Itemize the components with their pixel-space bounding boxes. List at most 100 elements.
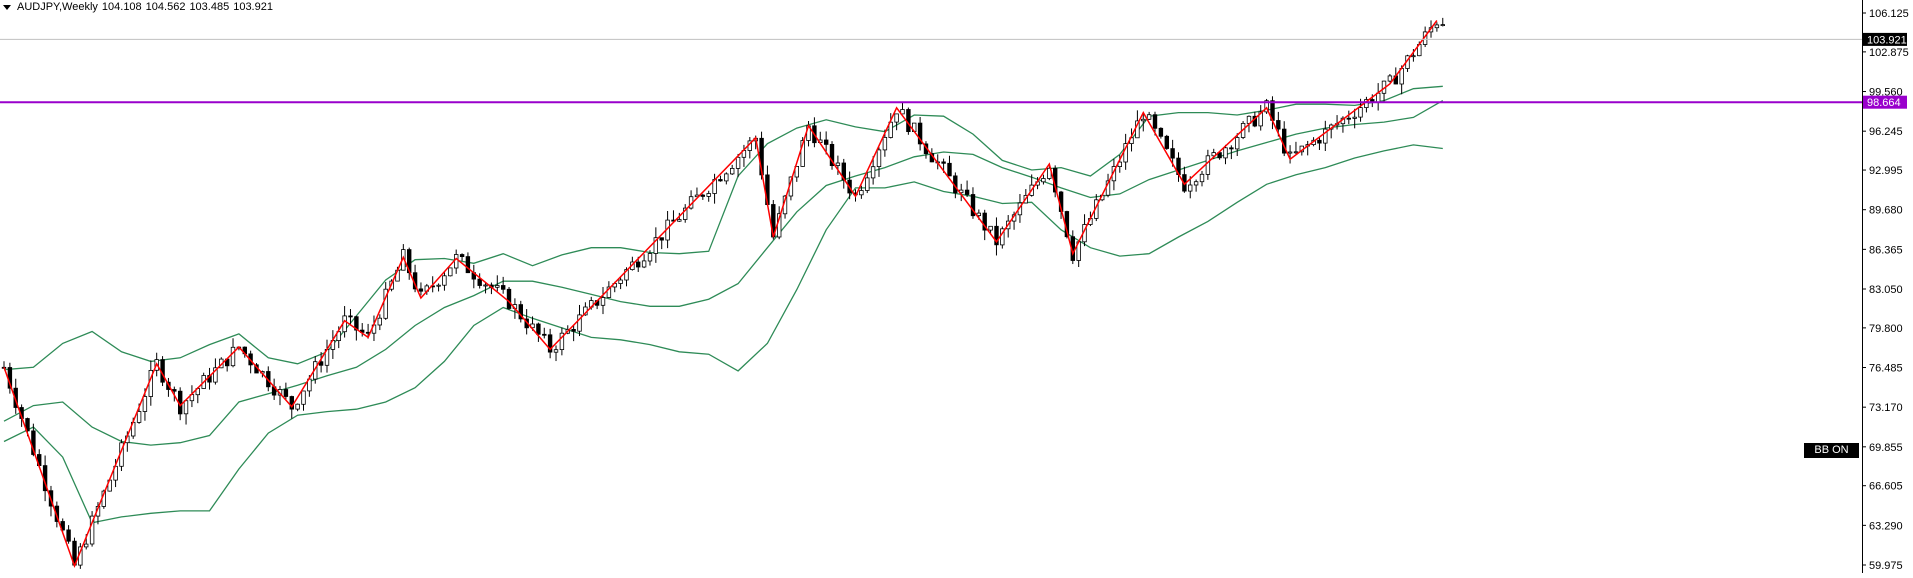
symbol-timeframe: AUDJPY,Weekly [17, 1, 98, 13]
candle-body [1387, 75, 1393, 82]
candle [1188, 176, 1193, 199]
candle-body [66, 529, 71, 542]
candle-body [794, 165, 799, 178]
candle [1193, 179, 1199, 192]
candle [870, 156, 876, 185]
candle-body [1205, 155, 1211, 175]
candle-body [636, 261, 641, 268]
candle [1323, 120, 1328, 152]
candle [988, 225, 993, 234]
y-tick-label: 79.800 [1869, 323, 1903, 335]
candle [377, 314, 382, 331]
candle [559, 327, 565, 356]
candle-body [976, 212, 981, 217]
candle [1199, 170, 1205, 187]
candle [829, 141, 835, 170]
candle [477, 273, 482, 289]
candle-body [900, 109, 905, 115]
candle-body [213, 367, 218, 383]
candle-body [982, 212, 987, 231]
candle [859, 185, 864, 199]
candle [301, 390, 306, 411]
candle-body [1258, 111, 1263, 127]
candle-body [624, 269, 629, 281]
candle-body [1235, 137, 1240, 150]
candle-body [448, 267, 453, 277]
candle-body [1211, 152, 1216, 157]
candle-body [988, 225, 993, 231]
bb-indicator-button[interactable]: BB ON [1804, 443, 1859, 458]
candle-body [859, 190, 864, 196]
bollinger-middle-band [3, 100, 1444, 446]
candle-body [13, 387, 18, 408]
candle-body [89, 515, 95, 545]
candle [1158, 127, 1164, 139]
candle-body [536, 323, 541, 335]
candle-body [518, 304, 523, 320]
candle-body [465, 256, 471, 274]
candle-body [547, 334, 553, 353]
candle-body [25, 418, 30, 432]
candle [735, 153, 741, 178]
candle-body [495, 285, 500, 288]
candle [13, 378, 18, 414]
candle-body [377, 317, 382, 326]
candle [1440, 17, 1445, 27]
candle-body [647, 253, 653, 262]
y-tick-label: 63.290 [1869, 520, 1903, 532]
candle-body [354, 316, 359, 331]
candle-body [442, 275, 447, 286]
candle [718, 175, 723, 182]
candle-body [1217, 152, 1222, 159]
candle [448, 267, 453, 277]
candle-body [142, 396, 148, 412]
candle [571, 325, 576, 342]
candle [900, 102, 905, 115]
candle [1146, 111, 1152, 120]
candle-body [1199, 173, 1205, 183]
candle [1000, 226, 1005, 249]
candle-body [1193, 181, 1199, 186]
candle [1041, 174, 1046, 185]
candle [724, 172, 729, 185]
candle-body [841, 162, 846, 181]
candle [1164, 134, 1169, 150]
candle [794, 165, 799, 182]
ohlc-low: 103.485 [189, 1, 230, 13]
candle [1287, 145, 1293, 164]
candle-body [641, 260, 647, 268]
candle [1229, 145, 1234, 160]
candle [483, 282, 488, 294]
candle [1387, 74, 1393, 83]
candle [1352, 108, 1357, 129]
candle-body [800, 140, 805, 167]
bollinger-upper-band [3, 85, 1443, 371]
candle [495, 275, 500, 292]
candle-body [542, 333, 547, 336]
candle-body [84, 543, 89, 548]
candle-body [230, 346, 236, 367]
candle-body [835, 162, 841, 166]
dropdown-arrow-icon[interactable] [3, 4, 11, 10]
candle [865, 172, 870, 194]
candle [947, 155, 952, 177]
candle-body [1411, 55, 1416, 58]
candle-body [718, 179, 723, 182]
candle-body [683, 207, 688, 220]
candle [824, 131, 829, 155]
candle-body [1158, 127, 1164, 137]
candle-body [947, 162, 952, 177]
y-tick-label: 89.680 [1869, 205, 1903, 217]
candle-body [700, 194, 705, 197]
candle-body [477, 278, 482, 286]
candle-body [383, 288, 388, 319]
y-tick-label: 102.875 [1869, 47, 1909, 59]
candle-body [54, 505, 60, 522]
candle-body [1188, 184, 1193, 192]
ohlc-close: 103.921 [233, 1, 273, 13]
candle [500, 276, 506, 294]
candle [295, 403, 300, 412]
level-price-label: 98.664 [1867, 97, 1901, 109]
